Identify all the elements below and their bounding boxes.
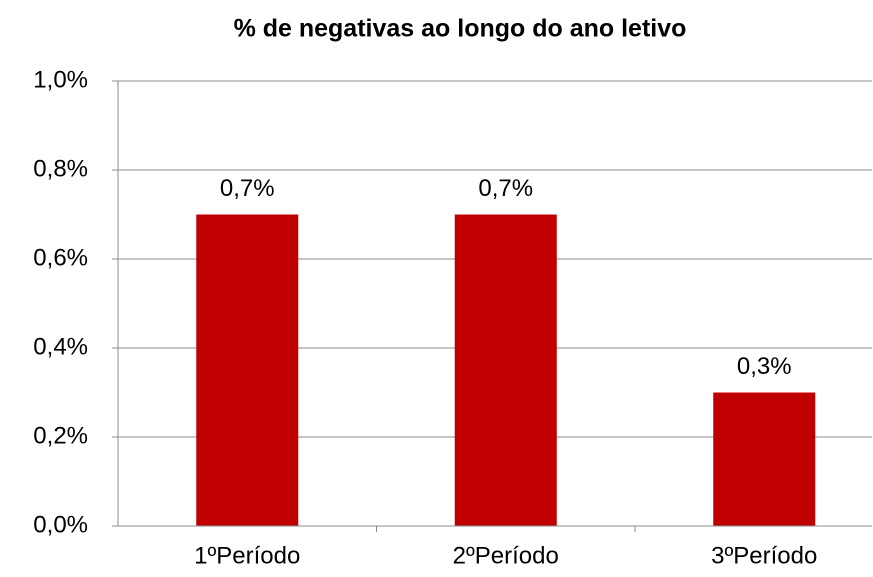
x-tick-label: 3ºPeríodo: [711, 542, 817, 569]
data-label: 0,7%: [220, 175, 275, 202]
y-tick-label: 0,6%: [33, 244, 88, 271]
data-label: 0,3%: [737, 353, 792, 380]
y-tick-label: 0,4%: [33, 333, 88, 360]
bar: [713, 392, 816, 526]
y-tick-label: 0,8%: [33, 155, 88, 182]
data-label: 0,7%: [478, 175, 533, 202]
bar: [454, 214, 557, 526]
y-tick-label: 1,0%: [33, 66, 88, 93]
bar: [196, 214, 299, 526]
x-tick-label: 2ºPeríodo: [453, 542, 559, 569]
x-tick-label: 1ºPeríodo: [194, 542, 300, 569]
y-tick-label: 0,2%: [33, 422, 88, 449]
y-tick-label: 0,0%: [33, 511, 88, 538]
chart-title: % de negativas ao longo do ano letivo: [234, 15, 687, 43]
